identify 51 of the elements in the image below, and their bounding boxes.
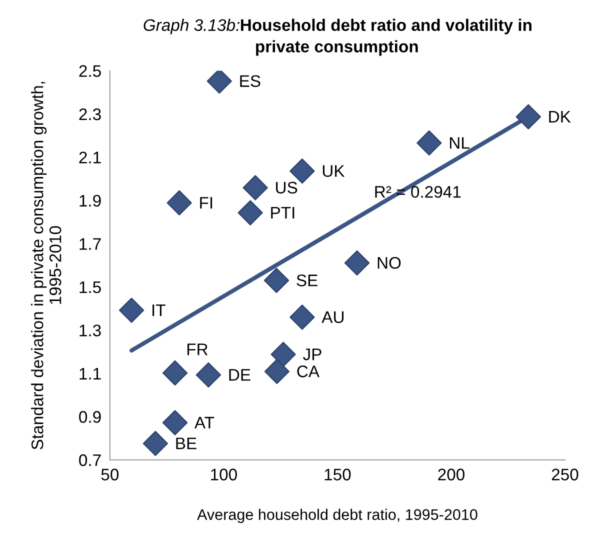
annotation: JP — [303, 348, 322, 360]
point — [242, 175, 268, 200]
annotation: DK — [549, 111, 571, 122]
y-tick-label: 1.3 — [80, 324, 101, 336]
x-tick-label: 200 — [438, 468, 464, 480]
y-axis-title: Standard deviation in private consumption growth, 1995-2010 — [31, 82, 62, 450]
point — [238, 200, 263, 226]
annotation: DE — [229, 369, 250, 381]
point — [290, 304, 315, 330]
annotation: FR — [187, 344, 208, 356]
point — [264, 268, 290, 294]
point — [416, 130, 442, 156]
point — [118, 298, 144, 323]
annotation: US — [276, 182, 298, 194]
x-tick-label: 50 — [101, 468, 119, 480]
y-tick-label: 1.5 — [80, 282, 101, 294]
point — [196, 362, 222, 388]
y-tick-label: 1.1 — [80, 368, 101, 380]
chart-title: Graph 3.13b:Household debt ratio and volatility in private consumption — [144, 18, 532, 56]
y-tick-label: 1.9 — [80, 194, 101, 207]
point — [344, 250, 370, 276]
point — [162, 410, 188, 436]
x-tick-label: 100 — [211, 468, 237, 480]
annotation: NL — [450, 137, 470, 149]
annotation: SE — [296, 274, 318, 286]
y-tick-label: 0.9 — [79, 411, 101, 423]
y-tick-label: 2.1 — [79, 152, 101, 164]
annotation: AU — [322, 311, 344, 324]
annotation: AT — [194, 416, 214, 428]
point — [264, 358, 290, 384]
x-axis-title: Average household debt ratio, 1995-2010 — [197, 508, 478, 523]
point — [516, 104, 541, 130]
x-tick-label: 250 — [552, 468, 578, 480]
y-tick-label: 2.3 — [79, 108, 101, 120]
annotation: UK — [322, 165, 345, 177]
annotation: PTI — [271, 207, 294, 218]
annotation: FI — [200, 197, 212, 209]
annotation: NO — [378, 257, 401, 269]
point — [142, 430, 168, 456]
point — [166, 190, 192, 216]
annotation: BE — [176, 438, 196, 450]
point — [162, 360, 188, 386]
annotation: ES — [240, 75, 260, 87]
x-tick-label: 150 — [324, 468, 351, 480]
annotation: IT — [152, 304, 166, 316]
y-tick-label: 0.7 — [79, 454, 101, 466]
point — [206, 70, 232, 94]
y-tick-label: 2.5 — [79, 65, 101, 77]
y-tick-label: 1.7 — [80, 238, 101, 250]
annotation: CA — [297, 366, 320, 378]
point — [270, 342, 296, 367]
